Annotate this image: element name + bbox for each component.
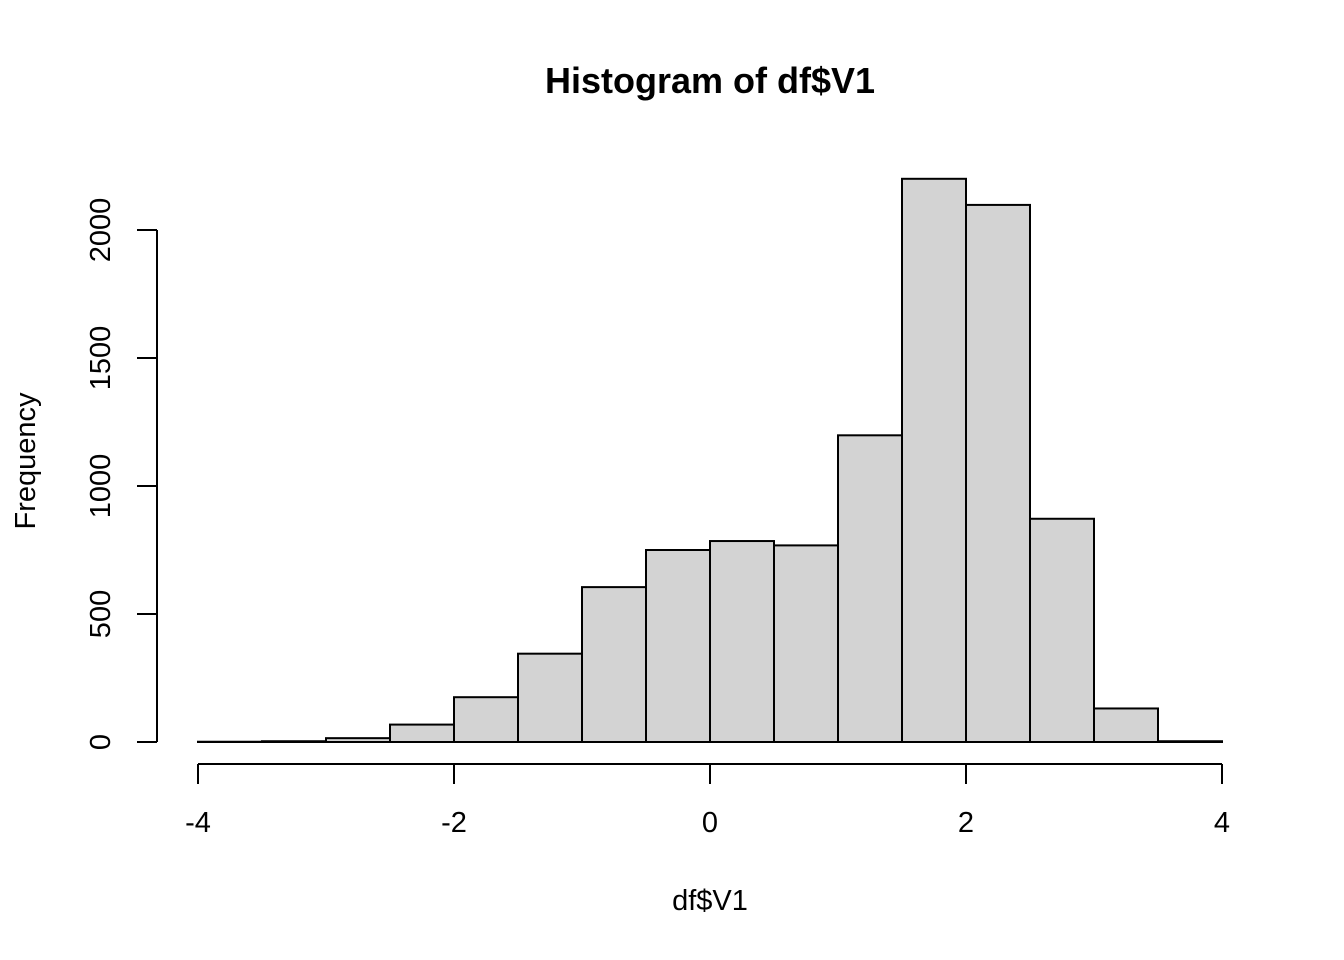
x-tick-label: -2 — [441, 807, 467, 839]
x-axis: -4 -2 0 2 4 — [185, 763, 1230, 839]
y-tick-label: 0 — [85, 734, 117, 750]
y-tick-label: 1000 — [85, 454, 117, 519]
histogram-bar — [453, 696, 519, 744]
histogram-bar — [965, 203, 1031, 744]
x-tick-label: 0 — [702, 807, 718, 839]
histogram-bar — [517, 652, 583, 743]
histogram-bar — [261, 740, 327, 743]
histogram-bar — [581, 586, 647, 743]
histogram-bar — [325, 737, 391, 743]
histogram-bar — [709, 540, 775, 743]
histogram-bar — [389, 723, 455, 743]
histogram-bar — [1029, 517, 1095, 743]
y-tick-label: 2000 — [85, 198, 117, 263]
y-tick-label: 1500 — [85, 326, 117, 391]
x-tick-label: 2 — [958, 807, 974, 839]
chart-title: Histogram of df$V1 — [545, 60, 875, 101]
x-tick-label: 4 — [1214, 807, 1230, 839]
y-axis-label: Frequency — [10, 392, 42, 530]
x-axis-label: df$V1 — [672, 885, 748, 917]
bars-group — [197, 177, 1223, 744]
histogram-bar — [901, 177, 967, 744]
y-axis: 0 500 1000 1500 2000 — [85, 198, 158, 750]
y-tick-label: 500 — [85, 590, 117, 638]
x-tick-label: -4 — [185, 807, 211, 839]
histogram-bar — [1157, 740, 1223, 743]
histogram-bar — [773, 544, 839, 744]
histogram-bar — [1093, 707, 1159, 743]
histogram-bar — [645, 549, 711, 743]
histogram-bar — [837, 434, 903, 743]
